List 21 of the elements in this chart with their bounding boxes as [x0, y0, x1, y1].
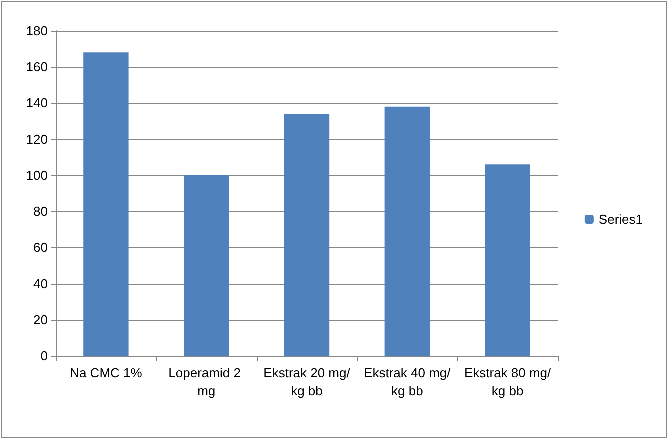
y-tick-label: 120 [26, 132, 48, 147]
bar [184, 175, 230, 356]
y-tick-label: 40 [34, 276, 48, 292]
bar [284, 114, 330, 356]
y-tick-label: 20 [34, 312, 48, 328]
y-tick-label: 180 [26, 24, 48, 38]
bar [384, 106, 430, 356]
x-tick-label: Ekstrak 40 mg/kg bb [364, 366, 452, 398]
y-tick-label: 0 [40, 348, 48, 364]
y-tick-label: 140 [26, 96, 48, 111]
x-tick-label: Na CMC 1% [70, 366, 143, 380]
x-tick-label: Ekstrak 20 mg/kg bb [264, 366, 351, 398]
y-tick-label: 100 [26, 168, 48, 183]
legend-label: Series1 [598, 212, 643, 227]
bar [485, 164, 530, 356]
y-tick-label: 80 [34, 204, 48, 220]
x-tick-label: Ekstrak 80 mg/kg bb [464, 366, 552, 398]
y-tick-label: 160 [26, 60, 48, 75]
y-tick-label: 60 [34, 240, 48, 256]
bar [84, 52, 129, 356]
x-tick-label: Loperamid 2 mg [168, 366, 245, 398]
